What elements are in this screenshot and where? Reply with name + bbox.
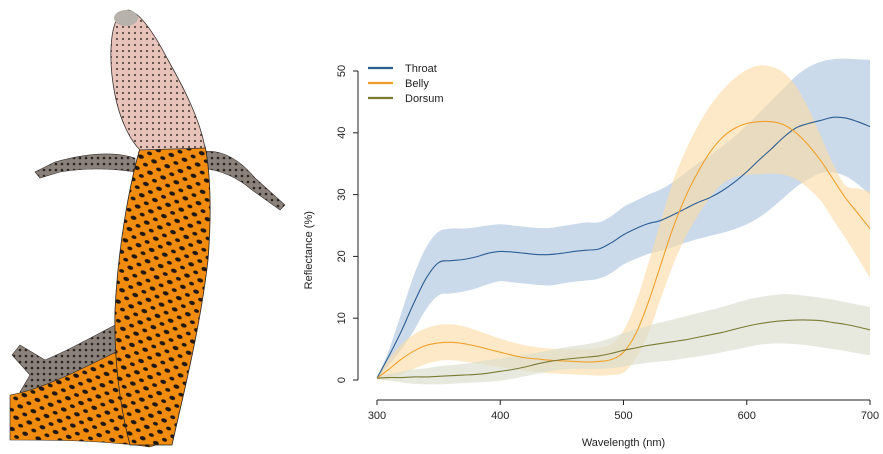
x-tick-label: 600 [738, 410, 756, 422]
y-tick-label: 30 [336, 188, 348, 200]
lizard-photo [9, 9, 286, 448]
x-axis-title: Wavelength (nm) [582, 437, 665, 449]
x-tick-label: 400 [491, 410, 509, 422]
lizard-front-right-limb [199, 150, 286, 211]
y-tick-label: 40 [336, 127, 348, 139]
band-belly [377, 65, 870, 380]
lizard-belly [114, 145, 211, 446]
band-dorsum [377, 294, 870, 385]
y-tick-label: 50 [336, 65, 348, 77]
y-tick-label: 10 [336, 312, 348, 324]
confidence-bands [377, 58, 870, 385]
line-dorsum [376, 319, 871, 379]
legend: Throat Belly Dorsum [368, 63, 444, 105]
lizard-snout [114, 10, 138, 26]
legend-label-belly: Belly [405, 78, 429, 90]
legend-label-dorsum: Dorsum [405, 93, 444, 105]
y-ticks: 0 10 20 30 40 50 [336, 65, 358, 383]
y-axis-title: Reflectance (%) [303, 211, 315, 289]
line-throat [376, 116, 871, 379]
chart: 300 400 500 600 700 0 10 20 30 40 50 Wavelength (… [303, 58, 879, 449]
x-tick-label: 500 [614, 410, 632, 422]
legend-label-throat: Throat [405, 63, 437, 75]
y-tick-label: 20 [336, 250, 348, 262]
lizard-throat [110, 9, 206, 151]
x-tick-label: 300 [368, 410, 386, 422]
series-lines [376, 116, 871, 379]
lizard-front-left-limb [34, 153, 136, 179]
x-tick-label: 700 [861, 410, 879, 422]
line-belly [376, 120, 871, 379]
x-ticks: 300 400 500 600 700 [368, 400, 879, 422]
y-tick-label: 0 [336, 377, 348, 383]
